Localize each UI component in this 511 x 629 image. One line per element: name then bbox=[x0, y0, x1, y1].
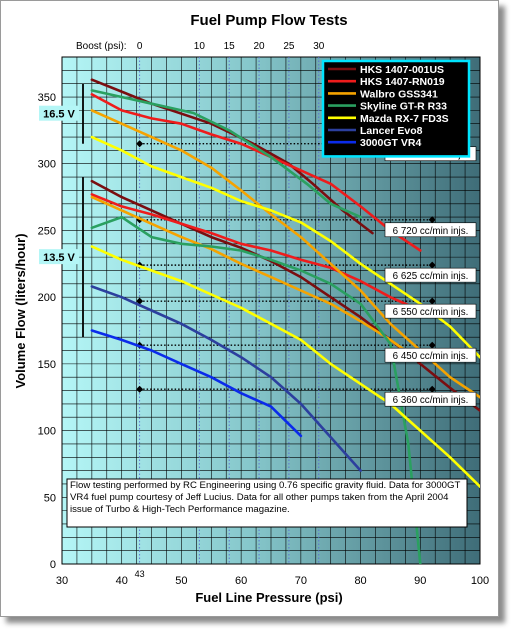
voltage-label-bg bbox=[39, 105, 79, 121]
y-ticks: 0 50 100 150 200 250 300 350 bbox=[38, 92, 56, 571]
voltage-label: 13.5 V bbox=[43, 252, 75, 264]
injector-label: 6 450 cc/min injs. bbox=[393, 351, 469, 362]
injector-label: 6 360 cc/min injs. bbox=[393, 395, 469, 406]
y-tick-label: 350 bbox=[38, 92, 56, 104]
series-line-hks-1407-rn019 bbox=[90, 93, 422, 252]
injector-label-box bbox=[384, 391, 477, 407]
x-tick-label: 30 bbox=[56, 575, 68, 587]
legend-entry: 3000GT VR4 bbox=[360, 137, 421, 149]
x-tick-label: 100 bbox=[471, 575, 489, 587]
chart-frame: Fuel Pump Flow Tests Boost (psi): 0 10 15 20… bbox=[0, 0, 499, 617]
x-axis-label: Fuel Line Pressure (psi) bbox=[195, 590, 342, 605]
legend-entry: Lancer Evo8 bbox=[360, 125, 423, 137]
voltage-label-bg bbox=[39, 249, 79, 265]
series-lines bbox=[90, 78, 480, 564]
series-line-mazda-rx-7-fd3s bbox=[90, 245, 480, 488]
legend-entry: Walbro GSS341 bbox=[360, 88, 438, 100]
y-tick-label: 200 bbox=[38, 292, 56, 304]
injector-diamond bbox=[428, 261, 436, 269]
x-tick-label: 60 bbox=[235, 575, 247, 587]
injector-label-box bbox=[384, 303, 477, 319]
injector-label-box bbox=[384, 347, 477, 363]
boost-tick-label: 20 bbox=[253, 41, 265, 52]
boost-label: Boost (psi): bbox=[76, 41, 127, 52]
x-ticks: 30 40 50 60 70 80 90 100 43 bbox=[56, 569, 489, 587]
legend-entry: Skyline GT-R R33 bbox=[360, 101, 447, 113]
y-axis-label: Volume Flow (liters/hour) bbox=[13, 233, 28, 388]
fuel-pump-chart: Fuel Pump Flow Tests Boost (psi): 0 10 15 20… bbox=[13, 12, 489, 605]
injector-diamond bbox=[428, 341, 436, 349]
voltage-label: 16.5 V bbox=[43, 109, 75, 121]
series-line-hks-1407-rn019 bbox=[90, 193, 422, 312]
boost-tick-label: 30 bbox=[313, 41, 325, 52]
boost-tick-label: 0 bbox=[137, 41, 143, 52]
x-tick-label: 90 bbox=[414, 575, 426, 587]
y-tick-label: 250 bbox=[38, 225, 56, 237]
note-text: Flow testing performed by RC Engineering… bbox=[70, 480, 461, 515]
legend-box bbox=[321, 59, 471, 158]
injector-diamond bbox=[136, 140, 144, 148]
injector-label: 6 720 cc/min injs. bbox=[393, 226, 469, 237]
injector-label: 6 550 cc/min injs. bbox=[393, 307, 469, 318]
series-line-walbro-gss341 bbox=[90, 195, 422, 363]
series-line-lancer-evo8 bbox=[90, 285, 362, 472]
series-line-mazda-rx-7-fd3s bbox=[90, 135, 480, 359]
y-tick-label: 100 bbox=[38, 426, 56, 438]
x-tick-label: 40 bbox=[116, 575, 128, 587]
y-tick-label: 150 bbox=[38, 359, 56, 371]
x-tick-label: 80 bbox=[354, 575, 366, 587]
y-tick-label: 300 bbox=[38, 159, 56, 171]
x-tick-label: 50 bbox=[175, 575, 187, 587]
x-tick-label-extra: 43 bbox=[135, 569, 145, 579]
voltage-labels: 16.5 V 13.5 V bbox=[39, 83, 84, 338]
chart-title: Fuel Pump Flow Tests bbox=[190, 12, 347, 29]
y-tick-label: 0 bbox=[50, 559, 56, 571]
y-tick-label: 50 bbox=[44, 492, 56, 504]
injector-diamond bbox=[428, 385, 436, 393]
series-line-skyline-gt-r-r33 bbox=[90, 89, 362, 219]
injector-diamond bbox=[428, 216, 436, 224]
injector-label: 6 625 cc/min injs. bbox=[393, 271, 469, 282]
note-box: Flow testing performed by RC Engineering… bbox=[66, 478, 468, 528]
series-line-3000gt-vr4 bbox=[90, 329, 303, 438]
boost-tick-label: 15 bbox=[224, 41, 236, 52]
series-line-walbro-gss341 bbox=[90, 109, 480, 399]
boost-tick-label: 10 bbox=[194, 41, 206, 52]
boost-tick-label: 25 bbox=[283, 41, 295, 52]
injector-diamond bbox=[136, 297, 144, 305]
x-tick-label: 70 bbox=[295, 575, 307, 587]
injector-diamond bbox=[136, 385, 144, 393]
injector-label-box bbox=[384, 222, 477, 238]
legend-entry: HKS 1407-001US bbox=[360, 64, 444, 76]
legend-entry: Mazda RX-7 FD3S bbox=[360, 113, 449, 125]
injector-diamond bbox=[428, 297, 436, 305]
injector-label-box bbox=[384, 267, 477, 283]
legend-entry: HKS 1407-RN019 bbox=[360, 76, 445, 88]
series-line-skyline-gt-r-r33 bbox=[90, 215, 422, 564]
